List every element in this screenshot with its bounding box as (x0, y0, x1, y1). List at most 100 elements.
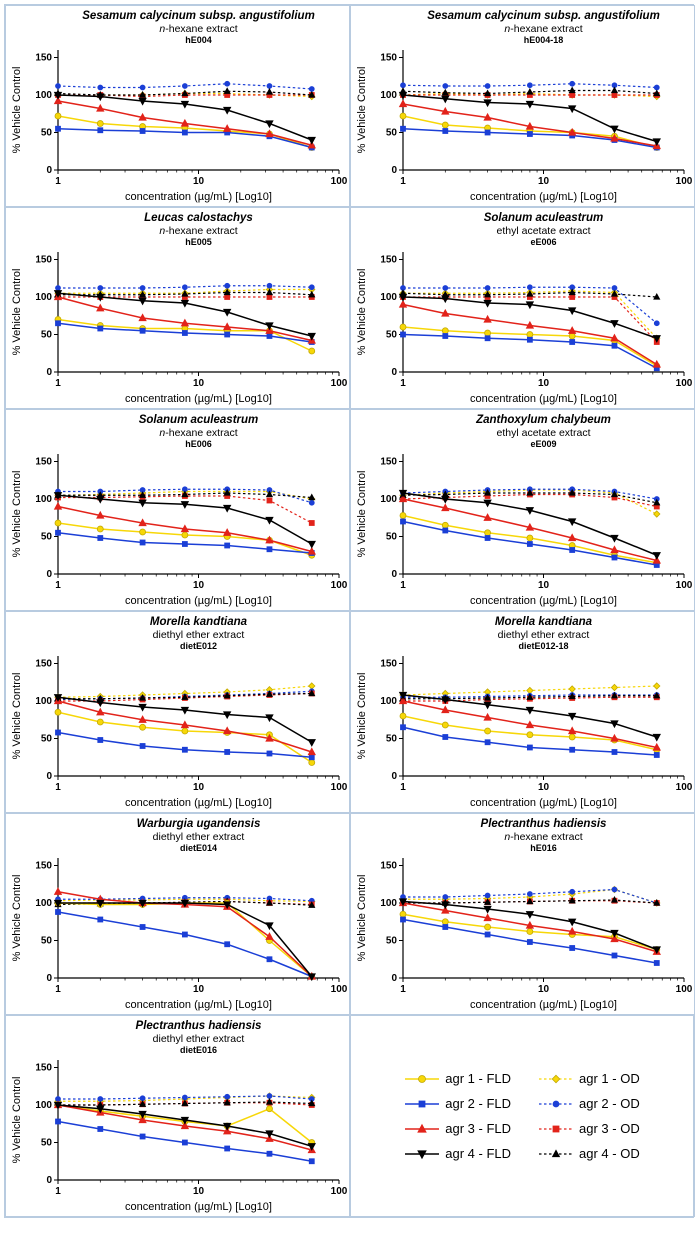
legend-label: agr 1 - OD (579, 1071, 640, 1086)
svg-text:diethyl ether extract: diethyl ether extract (153, 1033, 245, 1045)
svg-text:% Vehicle Control: % Vehicle Control (356, 269, 368, 356)
legend-item-agr4_FLD: agr 4 - FLD (405, 1146, 511, 1161)
svg-text:150: 150 (380, 457, 397, 468)
svg-text:10: 10 (538, 580, 550, 591)
svg-text:Solanum aculeastrum: Solanum aculeastrum (484, 212, 604, 224)
svg-text:1: 1 (55, 378, 61, 389)
svg-text:n-hexane extract: n-hexane extract (504, 831, 582, 843)
legend-swatch-icon (539, 1122, 573, 1136)
svg-text:100: 100 (331, 984, 348, 995)
svg-text:0: 0 (46, 165, 52, 176)
legend-item-agr2_FLD: agr 2 - FLD (405, 1096, 511, 1111)
svg-text:50: 50 (386, 532, 398, 543)
svg-text:50: 50 (41, 330, 53, 341)
legend-item-agr2_OD: agr 2 - OD (539, 1096, 640, 1111)
legend-swatch-icon (539, 1097, 573, 1111)
svg-text:hE004-18: hE004-18 (524, 35, 564, 45)
svg-text:10: 10 (193, 984, 205, 995)
chart-panel-dietE012-18: 050100150110100concentration (µg/mL) [Lo… (350, 611, 695, 813)
svg-text:100: 100 (380, 292, 397, 303)
svg-text:diethyl ether extract: diethyl ether extract (498, 629, 590, 641)
svg-text:150: 150 (380, 861, 397, 872)
svg-text:Sesamum calycinum subsp. angus: Sesamum calycinum subsp. angustifolium (427, 10, 660, 22)
svg-text:n-hexane extract: n-hexane extract (504, 23, 582, 35)
svg-text:10: 10 (193, 378, 205, 389)
svg-text:150: 150 (35, 861, 52, 872)
svg-text:diethyl ether extract: diethyl ether extract (153, 831, 245, 843)
svg-text:hE006: hE006 (185, 439, 212, 449)
svg-text:150: 150 (380, 53, 397, 64)
svg-text:50: 50 (386, 734, 398, 745)
legend-swatch-icon (405, 1097, 439, 1111)
svg-text:100: 100 (676, 782, 693, 793)
legend: agr 1 - FLD agr 2 - FLD agr 3 - FLD agr … (350, 1015, 695, 1217)
legend-label: agr 4 - OD (579, 1146, 640, 1161)
svg-text:concentration (µg/mL) [Log10]: concentration (µg/mL) [Log10] (470, 595, 617, 607)
svg-text:% Vehicle Control: % Vehicle Control (11, 269, 23, 356)
svg-text:10: 10 (538, 782, 550, 793)
svg-text:% Vehicle Control: % Vehicle Control (356, 67, 368, 154)
chart-panel-dietE014: 050100150110100concentration (µg/mL) [Lo… (5, 813, 350, 1015)
svg-text:100: 100 (331, 378, 348, 389)
svg-text:concentration (µg/mL) [Log10]: concentration (µg/mL) [Log10] (125, 999, 272, 1011)
svg-text:1: 1 (400, 378, 406, 389)
svg-text:0: 0 (391, 165, 397, 176)
svg-text:100: 100 (676, 378, 693, 389)
svg-text:% Vehicle Control: % Vehicle Control (11, 471, 23, 558)
svg-text:dietE014: dietE014 (180, 843, 217, 853)
svg-text:100: 100 (331, 176, 348, 187)
svg-text:hE016: hE016 (530, 843, 557, 853)
svg-text:1: 1 (55, 984, 61, 995)
svg-text:hE004: hE004 (185, 35, 212, 45)
legend-item-agr3_OD: agr 3 - OD (539, 1121, 640, 1136)
legend-label: agr 4 - FLD (445, 1146, 511, 1161)
svg-text:0: 0 (391, 973, 397, 984)
svg-text:diethyl ether extract: diethyl ether extract (153, 629, 245, 641)
svg-text:150: 150 (380, 659, 397, 670)
svg-text:150: 150 (35, 255, 52, 266)
svg-text:1: 1 (55, 580, 61, 591)
svg-text:1: 1 (400, 782, 406, 793)
svg-text:dietE012-18: dietE012-18 (518, 641, 568, 651)
svg-text:% Vehicle Control: % Vehicle Control (11, 1077, 23, 1164)
legend-swatch-icon (539, 1147, 573, 1161)
svg-text:Plectranthus hadiensis: Plectranthus hadiensis (481, 818, 607, 830)
svg-text:1: 1 (400, 984, 406, 995)
svg-text:0: 0 (46, 367, 52, 378)
legend-item-agr1_OD: agr 1 - OD (539, 1071, 640, 1086)
svg-text:50: 50 (386, 330, 398, 341)
svg-text:Solanum aculeastrum: Solanum aculeastrum (139, 414, 259, 426)
svg-text:Zanthoxylum chalybeum: Zanthoxylum chalybeum (475, 414, 611, 426)
svg-text:0: 0 (46, 973, 52, 984)
svg-text:1: 1 (55, 782, 61, 793)
svg-text:10: 10 (193, 782, 205, 793)
svg-text:100: 100 (676, 176, 693, 187)
svg-text:ethyl acetate extract: ethyl acetate extract (497, 225, 591, 237)
svg-text:100: 100 (676, 580, 693, 591)
svg-text:concentration (µg/mL) [Log10]: concentration (µg/mL) [Log10] (125, 393, 272, 405)
svg-text:10: 10 (538, 984, 550, 995)
chart-panel-hE016: 050100150110100concentration (µg/mL) [Lo… (350, 813, 695, 1015)
svg-text:Morella kandtiana: Morella kandtiana (495, 616, 593, 628)
chart-panel-eE006: 050100150110100concentration (µg/mL) [Lo… (350, 207, 695, 409)
svg-text:eE006: eE006 (530, 237, 556, 247)
chart-panel-hE004-18: 050100150110100concentration (µg/mL) [Lo… (350, 5, 695, 207)
svg-text:50: 50 (41, 734, 53, 745)
svg-text:10: 10 (193, 1186, 205, 1197)
svg-text:n-hexane extract: n-hexane extract (159, 225, 237, 237)
svg-text:50: 50 (41, 532, 53, 543)
svg-text:1: 1 (55, 1186, 61, 1197)
svg-text:100: 100 (35, 696, 52, 707)
legend-label: agr 2 - FLD (445, 1096, 511, 1111)
legend-swatch-icon (539, 1072, 573, 1086)
svg-text:concentration (µg/mL) [Log10]: concentration (µg/mL) [Log10] (470, 393, 617, 405)
chart-panel-eE009: 050100150110100concentration (µg/mL) [Lo… (350, 409, 695, 611)
legend-item-agr1_FLD: agr 1 - FLD (405, 1071, 511, 1086)
svg-text:concentration (µg/mL) [Log10]: concentration (µg/mL) [Log10] (470, 191, 617, 203)
svg-text:100: 100 (380, 898, 397, 909)
chart-panel-hE005: 050100150110100concentration (µg/mL) [Lo… (5, 207, 350, 409)
svg-text:50: 50 (386, 128, 398, 139)
svg-text:10: 10 (538, 176, 550, 187)
svg-text:10: 10 (538, 378, 550, 389)
svg-text:1: 1 (55, 176, 61, 187)
